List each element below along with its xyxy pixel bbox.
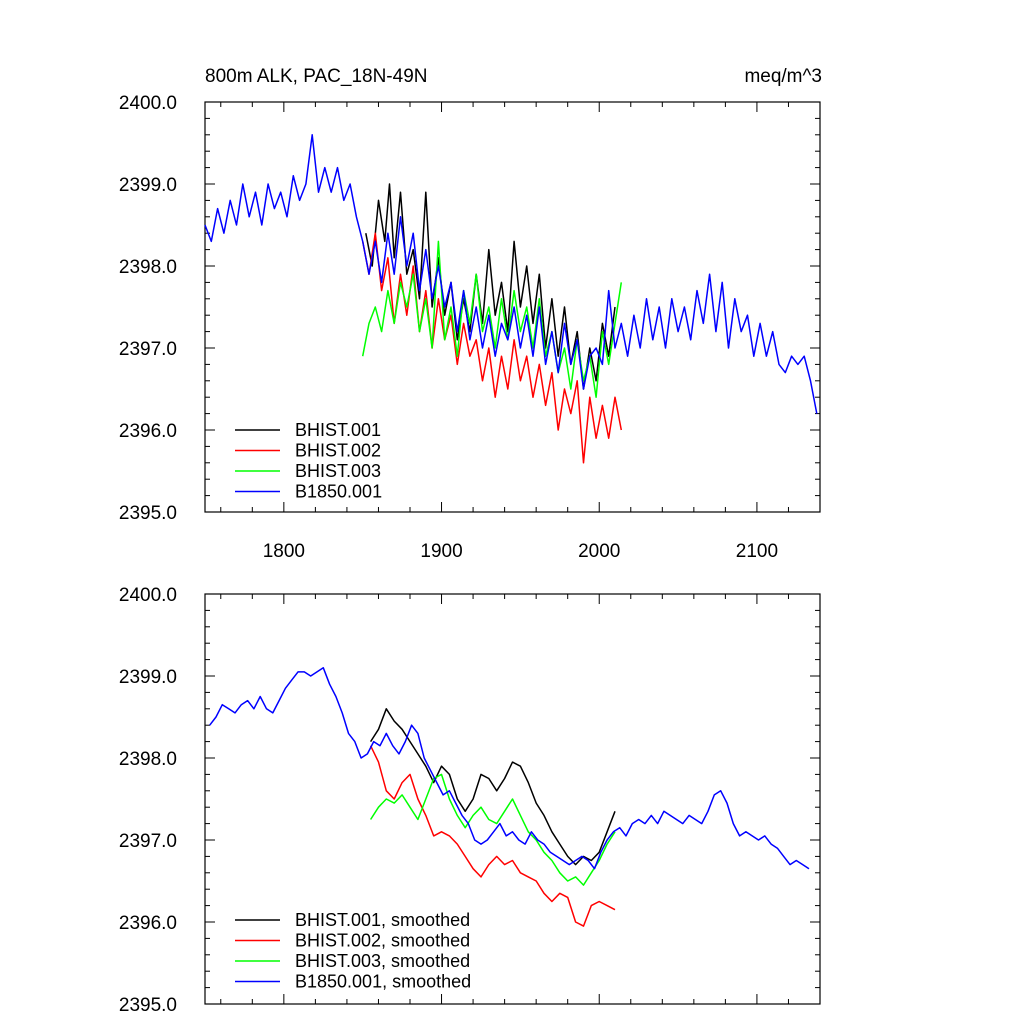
y-tick-label: 2397.0: [119, 831, 177, 852]
x-tick-label: 2000: [578, 541, 620, 562]
y-tick-label: 2398.0: [119, 257, 177, 278]
top-y-tick-labels: 2395.0 2396.0 2397.0 2398.0 2399.0 2400.0: [119, 93, 177, 524]
top-plot-frame: [204, 101, 821, 513]
legend-label-bhist-001-smoothed: BHIST.001, smoothed: [295, 910, 470, 930]
top-tick-marks: [205, 101, 821, 513]
top-panel: 800m ALK, PAC_18N-49N meq/m^3 2395.0 2396…: [119, 66, 822, 562]
y-tick-label: 2399.0: [119, 175, 177, 196]
y-tick-label: 2397.0: [119, 339, 177, 360]
bottom-y-tick-labels: 2395.0 2396.0 2397.0 2398.0 2399.0 2400.0: [119, 585, 177, 1016]
series-line-bhist-002-smoothed: [369, 745, 616, 927]
legend-label-bhist-003: BHIST.003: [295, 461, 381, 481]
top-panel-units: meq/m^3: [744, 66, 822, 87]
bottom-plot-frame: [204, 593, 821, 1005]
x-tick-label: 1900: [420, 541, 462, 562]
y-tick-label: 2396.0: [119, 913, 177, 934]
series-line-bhist-003-smoothed: [369, 773, 616, 886]
series-line-b1850-001-smoothed: [209, 667, 810, 870]
y-tick-label: 2398.0: [119, 749, 177, 770]
top-x-tick-labels: 1800 1900 2000 2100: [263, 541, 778, 562]
top-series-group: [204, 134, 818, 464]
legend-label-bhist-002: BHIST.002: [295, 441, 381, 461]
legend-label-bhist-002-smoothed: BHIST.002, smoothed: [295, 931, 470, 951]
series-line-bhist-001-smoothed: [369, 708, 616, 866]
bottom-panel: 2395.0 2396.0 2397.0 2398.0 2399.0 2400.0 BHI…: [119, 585, 821, 1016]
y-tick-label: 2400.0: [119, 585, 177, 606]
y-tick-label: 2399.0: [119, 667, 177, 688]
legend-label-bhist-001: BHIST.001: [295, 420, 381, 440]
legend-label-b1850-001-smoothed: B1850.001, smoothed: [295, 972, 471, 992]
y-tick-label: 2395.0: [119, 503, 177, 524]
y-tick-label: 2396.0: [119, 421, 177, 442]
legend-label-b1850-001: B1850.001: [295, 482, 382, 502]
top-panel-title: 800m ALK, PAC_18N-49N: [205, 66, 428, 87]
series-line-bhist-002: [361, 232, 623, 464]
y-tick-label: 2395.0: [119, 995, 177, 1016]
x-tick-label: 2100: [736, 541, 778, 562]
legend-label-bhist-003-smoothed: BHIST.003, smoothed: [295, 951, 470, 971]
series-line-b1850-001: [204, 134, 818, 414]
y-tick-label: 2400.0: [119, 93, 177, 114]
bottom-tick-marks: [205, 593, 821, 1005]
bottom-series-group: [209, 667, 810, 927]
x-tick-label: 1800: [263, 541, 305, 562]
